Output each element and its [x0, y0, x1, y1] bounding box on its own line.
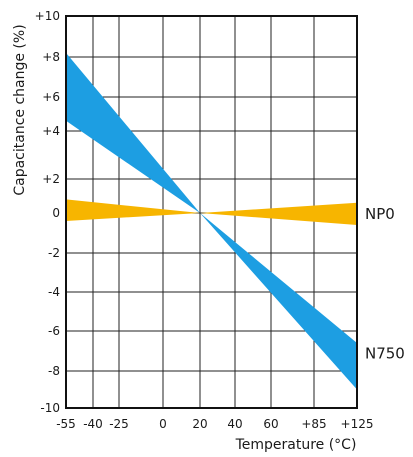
x-tick-label: -40 — [83, 417, 103, 431]
x-tick-label: 60 — [263, 417, 278, 431]
x-axis-label: Temperature (°C) — [235, 437, 357, 453]
y-tick-label: -6 — [48, 324, 60, 338]
x-tick-label: -25 — [109, 417, 129, 431]
x-tick-label: 40 — [227, 417, 242, 431]
y-tick-label: -2 — [48, 246, 60, 260]
band-n750 — [66, 52, 357, 390]
bands — [66, 52, 357, 390]
y-tick-labels: +10 +8 +6 +4 +2 0 -2 -4 -6 -8 -10 — [35, 9, 60, 415]
plot-frame — [65, 15, 358, 409]
x-tick-label: +125 — [341, 417, 374, 431]
band-np0 — [66, 199, 357, 225]
y-tick-label: -10 — [40, 401, 60, 415]
series-labels: N750 NP0 — [365, 205, 405, 362]
x-tick-labels: -55 -40 -25 0 20 40 60 +85 +125 — [56, 417, 373, 431]
y-tick-label: +4 — [42, 124, 60, 138]
y-tick-label: -4 — [48, 285, 60, 299]
y-tick-label: +10 — [35, 9, 60, 23]
x-tick-label: +85 — [301, 417, 326, 431]
y-tick-label: +6 — [42, 90, 60, 104]
x-tick-label: 20 — [192, 417, 207, 431]
y-tick-label: +8 — [42, 50, 60, 64]
x-tick-label: -55 — [56, 417, 76, 431]
y-tick-label: 0 — [52, 206, 60, 220]
x-tick-label: 0 — [159, 417, 167, 431]
y-axis-label: Capacitance change (%) — [12, 24, 28, 195]
series-label-n750: N750 — [365, 344, 405, 362]
y-tick-label: -8 — [48, 364, 60, 378]
series-label-np0: NP0 — [365, 205, 395, 223]
y-tick-label: +2 — [42, 172, 60, 186]
